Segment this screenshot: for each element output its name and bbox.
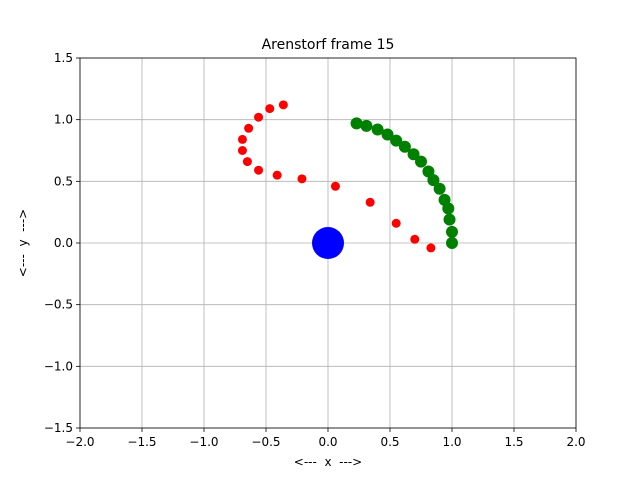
point: [446, 237, 458, 249]
point: [381, 128, 394, 141]
point: [407, 148, 420, 161]
point: [265, 104, 275, 114]
point: [415, 155, 427, 168]
point: [422, 165, 435, 178]
point: [254, 112, 264, 122]
point: [272, 170, 282, 180]
y-tick-label: 0.5: [54, 174, 73, 188]
x-tick-label: 2.0: [566, 435, 585, 449]
x-tick-label: 1.0: [442, 435, 461, 449]
x-tick-label: −1.5: [127, 435, 156, 449]
point: [242, 157, 252, 167]
point: [433, 182, 446, 195]
y-axis-label: <--- y --->: [16, 209, 30, 277]
point: [330, 181, 340, 191]
point: [390, 134, 403, 147]
y-tick-label: −0.5: [44, 298, 73, 312]
y-tick-label: 0.0: [54, 236, 73, 250]
point: [278, 100, 288, 110]
point: [391, 218, 401, 228]
y-tick-label: −1.5: [44, 421, 73, 435]
y-tick-label: 1.0: [54, 113, 73, 127]
point: [371, 123, 384, 136]
point: [254, 165, 264, 175]
x-tick-label: −2.0: [65, 435, 94, 449]
point: [365, 197, 375, 207]
point: [410, 234, 420, 244]
point: [438, 193, 451, 206]
point: [398, 140, 411, 153]
x-tick-label: 0.5: [380, 435, 399, 449]
point: [237, 134, 247, 144]
y-tick-label: −1.0: [44, 359, 73, 373]
plot-frame: [79, 57, 577, 429]
point: [443, 213, 456, 226]
point: [446, 225, 458, 238]
y-tick-label: 1.5: [54, 51, 73, 65]
chart-title: Arenstorf frame 15: [262, 37, 395, 53]
x-tick-label: −0.5: [251, 435, 280, 449]
point: [360, 119, 373, 132]
point: [244, 123, 254, 133]
point: [350, 117, 363, 130]
point: [297, 174, 307, 184]
x-axis-label: <--- x --->: [294, 455, 362, 469]
x-tick-label: −1.0: [189, 435, 218, 449]
point: [237, 146, 247, 155]
point: [312, 227, 344, 259]
x-tick-label: 0.0: [318, 435, 337, 449]
x-tick-label: 1.5: [504, 435, 523, 449]
point: [426, 243, 436, 253]
